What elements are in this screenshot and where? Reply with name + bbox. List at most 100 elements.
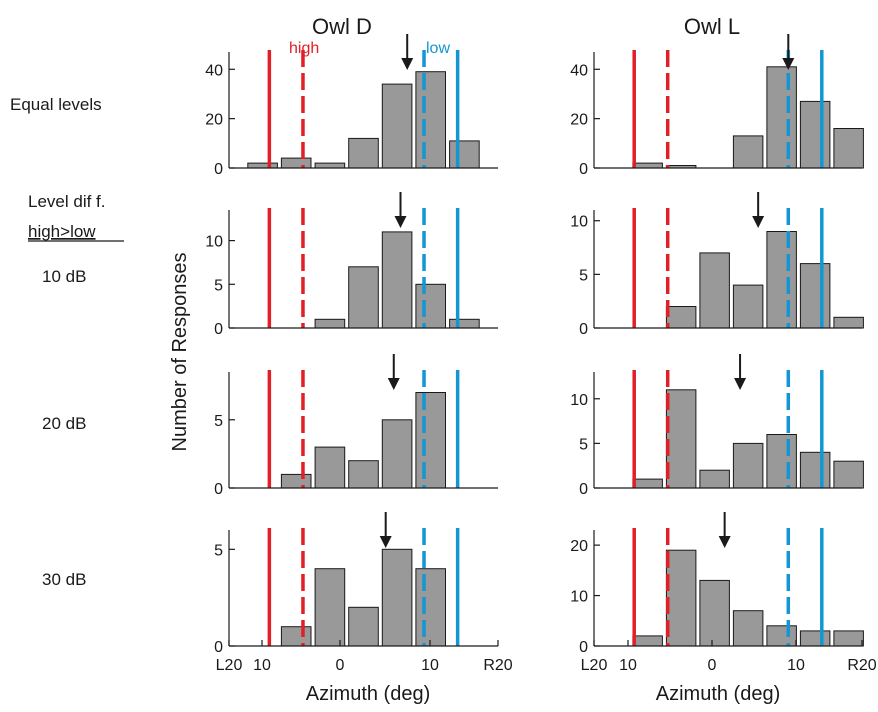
owl-d-row-1-bar-2 [314, 318, 346, 329]
owl-d-row-3-bar-1 [280, 626, 312, 647]
owl-l-row-2-bar-6 [833, 460, 864, 489]
owl-l-row-1-bar-0 [665, 306, 697, 329]
owl-d-row-0-mean-arrow-head [401, 58, 414, 70]
owl-d-row-3-x-tick-label-3: 10 [421, 657, 439, 674]
owl-d-row-0-bar-3 [348, 137, 379, 169]
owl-l-row-1-bar-4 [799, 263, 831, 329]
row-label-20db: 20 dB [42, 414, 86, 433]
row-label-equal-levels: Equal levels [10, 95, 102, 114]
y-axis-label: Number of Responses [169, 253, 191, 452]
owl-l-row-2-bar-1 [665, 389, 697, 489]
owl-l-row-0-bar-1 [632, 162, 663, 169]
owl-d-row-1-y-tick-label-0: 0 [214, 321, 223, 338]
column-title-owl-l: Owl L [684, 14, 740, 39]
owl-d-row-0-bar-0 [247, 162, 278, 169]
owl-l-row-0-bar-5 [766, 66, 797, 169]
owl-d-row-1-mean-arrow-head [394, 216, 407, 228]
owl-d-row-3-bar-3 [348, 606, 379, 647]
owl-l-row-3-x-tick-label-4: R20 [847, 657, 876, 674]
owl-d-row-2-y-tick-label-1: 5 [214, 413, 223, 430]
owl-d-row-3-x-tick-label-0: L20 [216, 657, 243, 674]
owl-d-row-3-y-tick-label-0: 0 [214, 639, 223, 656]
x-axis-label-owl-l: Azimuth (deg) [656, 683, 781, 705]
owl-d-row-2-bar-5 [415, 392, 446, 489]
owl-l-row-1-bar-2 [732, 284, 764, 329]
owl-l-row-3-bar-2 [699, 579, 730, 647]
owl-l-row-0-bar-6 [799, 100, 831, 169]
owl-l-row-2-y-tick-label-2: 10 [570, 392, 588, 409]
owl-l-row-3-x-tick-label-1: 10 [619, 657, 637, 674]
owl-l-row-3-y-tick-label-1: 10 [570, 589, 588, 606]
owl-l-row-0-mean-arrow-head [782, 58, 795, 70]
low-speaker-label: low [426, 40, 450, 57]
owl-d-row-3-bar-4 [381, 548, 413, 647]
owl-l-row-2-bar-2 [699, 469, 730, 489]
owl-l-row-1-y-tick-label-0: 0 [579, 321, 588, 338]
owl-l-row-2-y-tick-label-1: 5 [579, 436, 588, 453]
high-speaker-label: high [289, 40, 319, 57]
owl-l-row-3-bar-6 [833, 630, 864, 647]
owl-l-row-2-bar-0 [632, 478, 663, 489]
owl-l-row-3-bar-3 [732, 610, 764, 647]
column-title-owl-d: Owl D [312, 14, 372, 39]
owl-l-row-3-x-tick-label-0: L20 [581, 657, 608, 674]
owl-d-row-0-y-tick-label-1: 20 [205, 112, 223, 129]
owl-d-row-0-bar-1 [280, 157, 312, 169]
owl-l-row-1-bar-3 [766, 231, 797, 329]
x-axis-label-owl-d: Azimuth (deg) [306, 683, 431, 705]
owl-d-row-3-x-tick-label-1: 10 [253, 657, 271, 674]
owl-d-row-0-y-tick-label-2: 40 [205, 62, 223, 79]
owl-l-row-3-x-tick-label-3: 10 [787, 657, 805, 674]
owl-d-row-1-bar-6 [449, 318, 480, 329]
owl-d-row-1-bar-4 [381, 231, 413, 329]
owl-d-row-1-y-tick-label-2: 10 [205, 234, 223, 251]
owl-d-row-0-bar-5 [415, 71, 446, 169]
owl-d-row-0-bar-2 [314, 162, 346, 169]
owl-d-row-0-bar-4 [381, 83, 413, 169]
owl-l-row-3-bar-5 [799, 630, 831, 647]
owl-l-row-3-bar-4 [766, 625, 797, 647]
owl-l-row-3-x-tick-label-2: 0 [708, 657, 717, 674]
owl-l-row-0-bar-7 [833, 128, 864, 169]
owl-d-row-3-bar-5 [415, 568, 446, 647]
owl-l-row-0-y-tick-label-0: 0 [579, 161, 588, 178]
row-label-high-gt-low: high>low [28, 222, 96, 241]
owl-l-row-1-mean-arrow-head [752, 216, 765, 228]
owl-d-row-0-bar-6 [449, 140, 480, 169]
owl-d-row-3-x-tick-label-2: 0 [336, 657, 345, 674]
owl-d-row-2-mean-arrow-head [387, 378, 400, 390]
owl-l-row-3-y-tick-label-2: 20 [570, 538, 588, 555]
owl-l-row-0-bar-4 [732, 135, 764, 169]
owl-l-row-3-y-tick-label-0: 0 [579, 639, 588, 656]
owl-l-row-1-bar-1 [699, 252, 730, 329]
owl-d-row-2-bar-1 [280, 473, 312, 489]
owl-d-row-0-y-tick-label-0: 0 [214, 161, 223, 178]
owl-d-row-2-bar-4 [381, 419, 413, 489]
owl-l-row-0-y-tick-label-1: 20 [570, 112, 588, 129]
owl-l-row-2-y-tick-label-0: 0 [579, 481, 588, 498]
panels: 0 20 40 0 5 10 0 5 0 5 L20 10 0 10 R20 0 20 40 0 5 10 0 5 10 0 10… [205, 34, 877, 674]
owl-d-row-3-x-tick-label-4: R20 [483, 657, 512, 674]
owl-l-row-2-bar-3 [732, 442, 764, 489]
owl-l-row-3-bar-0 [632, 635, 663, 647]
row-label-10db: 10 dB [42, 267, 86, 286]
owl-l-row-1-y-tick-label-1: 5 [579, 267, 588, 284]
owl-d-row-2-bar-2 [314, 446, 346, 489]
owl-l-row-1-bar-5 [833, 316, 864, 329]
owl-l-row-1-y-tick-label-2: 10 [570, 214, 588, 231]
owl-l-row-2-bar-5 [799, 451, 831, 489]
owl-l-row-3-bar-1 [665, 549, 697, 647]
owl-d-row-1-bar-5 [415, 283, 446, 329]
owl-l-row-3-mean-arrow-head [718, 536, 731, 548]
owl-d-row-2-bar-3 [348, 460, 379, 489]
owl-d-row-2-y-tick-label-0: 0 [214, 481, 223, 498]
owl-l-row-2-bar-4 [766, 434, 797, 489]
owl-d-row-3-mean-arrow-head [379, 536, 392, 548]
row-label-30db: 30 dB [42, 570, 86, 589]
owl-d-row-3-y-tick-label-1: 5 [214, 542, 223, 559]
owl-l-row-0-y-tick-label-2: 40 [570, 62, 588, 79]
owl-d-row-3-bar-2 [314, 568, 346, 647]
row-label-level-diff: Level dif f. [28, 192, 106, 211]
owl-d-row-1-y-tick-label-1: 5 [214, 277, 223, 294]
